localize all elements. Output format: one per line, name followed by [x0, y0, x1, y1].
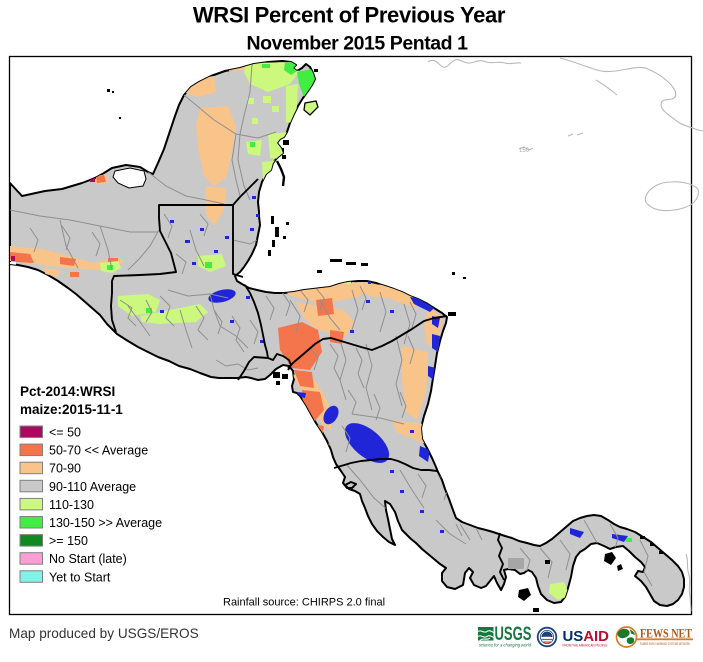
svg-text:150: 150 [519, 148, 530, 154]
svg-text:<= 50: <= 50 [49, 426, 81, 440]
svg-text:USAID: USAID [563, 629, 610, 645]
svg-text:Rainfall source: CHIRPS 2.0 fi: Rainfall source: CHIRPS 2.0 final [223, 597, 385, 609]
svg-text:USGS: USGS [495, 624, 532, 645]
svg-text:November 2015 Pentad 1: November 2015 Pentad 1 [247, 33, 469, 55]
svg-text:110-130: 110-130 [49, 498, 94, 512]
svg-text:FEWS NET: FEWS NET [640, 626, 693, 640]
svg-text:Yet to Start: Yet to Start [49, 570, 111, 584]
svg-text:WRSI Percent of Previous Year: WRSI Percent of Previous Year [193, 3, 506, 28]
svg-text:130-150 >> Average: 130-150 >> Average [49, 516, 162, 530]
svg-text:science for a changing world: science for a changing world [479, 642, 532, 647]
svg-text:90-110 Average: 90-110 Average [49, 480, 136, 494]
svg-text:50-70 << Average: 50-70 << Average [49, 444, 148, 458]
svg-text:Pct-2014:WRSI: Pct-2014:WRSI [20, 384, 115, 399]
svg-text:FROM THE AMERICAN PEOPLE: FROM THE AMERICAN PEOPLE [563, 643, 608, 647]
svg-text:No Start (late): No Start (late) [49, 552, 127, 566]
svg-text:FAMINE EARLY WARNING SYSTEMS N: FAMINE EARLY WARNING SYSTEMS NETWORK [640, 642, 690, 646]
svg-text:70-90: 70-90 [49, 462, 81, 476]
svg-text:>= 150: >= 150 [49, 534, 88, 548]
svg-text:Map produced by USGS/EROS: Map produced by USGS/EROS [9, 626, 199, 641]
svg-text:maize:2015-11-1: maize:2015-11-1 [20, 402, 123, 417]
